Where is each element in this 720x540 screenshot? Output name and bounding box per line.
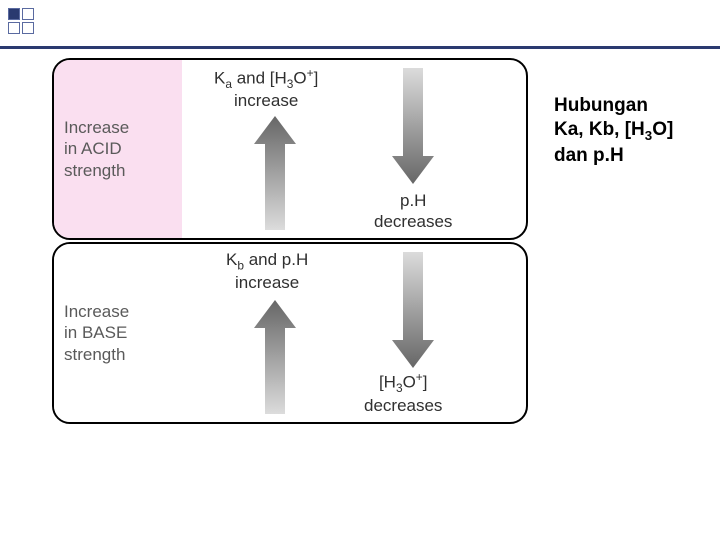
acid-down-arrow xyxy=(392,68,434,184)
base-down-arrow xyxy=(392,252,434,368)
deco-square xyxy=(8,22,20,34)
base-side-label: Increasein BASEstrength xyxy=(54,244,182,422)
base-bottom-text: [H3O+]decreases xyxy=(364,370,442,416)
deco-square xyxy=(8,8,20,20)
acid-top-text: Ka and [H3O+]increase xyxy=(214,66,318,112)
deco-square xyxy=(22,22,34,34)
acid-up-arrow xyxy=(254,116,296,230)
acid-bottom-text: p.Hdecreases xyxy=(374,191,452,232)
acid-side-label: Increasein ACIDstrength xyxy=(54,60,182,238)
base-panel: Increasein BASEstrength Kb and p.Hincrea… xyxy=(52,242,528,424)
acid-panel: Increasein ACIDstrength Ka and [H3O+]inc… xyxy=(52,58,528,240)
caption-line2a: Ka, Kb, [H xyxy=(554,119,645,140)
top-divider xyxy=(0,46,720,49)
caption-line2b: O] xyxy=(652,119,673,140)
relation-caption: Hubungan Ka, Kb, [H3O] dan p.H xyxy=(554,94,704,168)
caption-line1: Hubungan xyxy=(554,95,648,116)
corner-decoration xyxy=(8,8,36,36)
caption-line3: dan p.H xyxy=(554,145,624,166)
deco-square xyxy=(22,8,34,20)
base-top-text: Kb and p.Hincrease xyxy=(226,250,308,293)
base-up-arrow xyxy=(254,300,296,414)
slide-root: Increasein ACIDstrength Ka and [H3O+]inc… xyxy=(0,0,720,540)
